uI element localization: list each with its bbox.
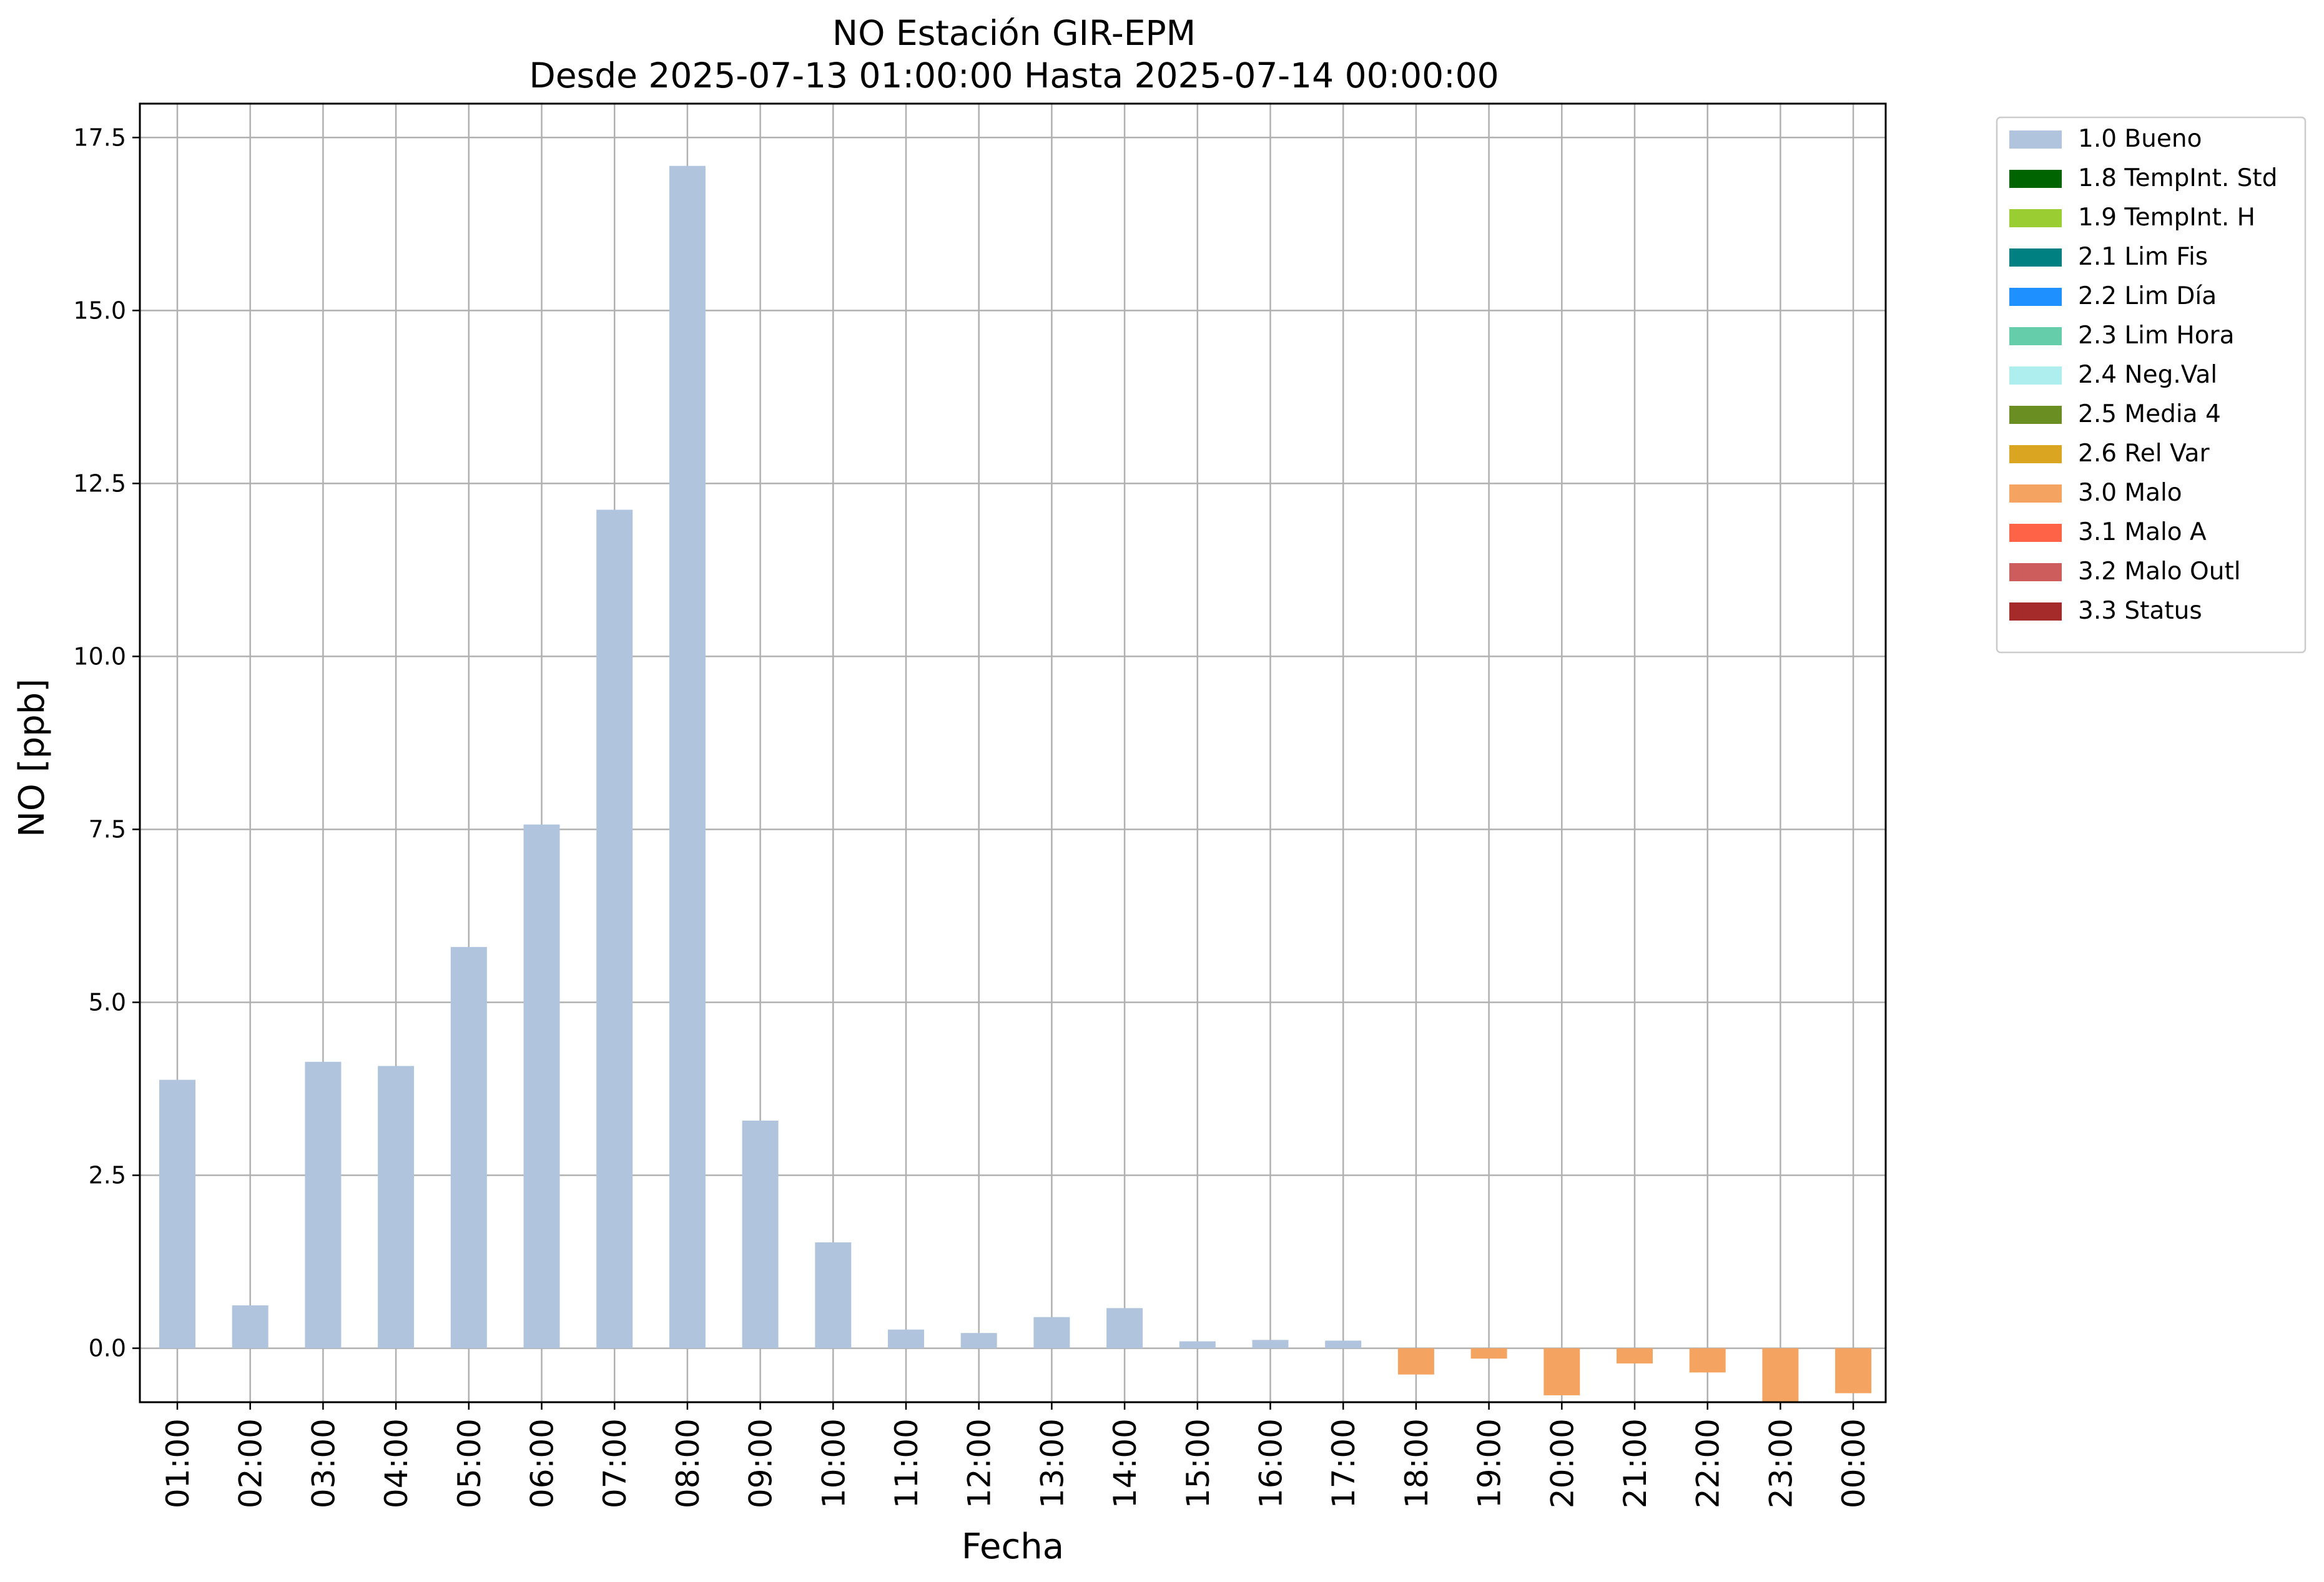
x-tick-label: 03:00 (305, 1418, 342, 1508)
x-tick-label: 07:00 (597, 1418, 633, 1508)
legend-label: 2.4 Neg.Val (2078, 361, 2217, 389)
y-axis-ticks: 0.0 2.5 5.0 7.5 10.0 12.5 15.0 17.5 (73, 124, 140, 1362)
bar-1200 (960, 1333, 997, 1349)
chart-subtitle: Desde 2025-07-13 01:00:00 Hasta 2025-07-… (529, 56, 1499, 96)
legend-box (1996, 116, 2307, 654)
x-tick-label: 22:00 (1690, 1418, 1726, 1508)
bar-0800 (669, 165, 706, 1349)
chart-title-group: NO Estación GIR-EPM Desde 2025-07-13 01:… (529, 13, 1499, 96)
legend-swatch (2009, 445, 2062, 463)
legend-label: 2.5 Media 4 (2078, 400, 2221, 428)
x-tick-label: 04:00 (378, 1418, 415, 1508)
bar-0500 (450, 946, 487, 1349)
bars (159, 165, 1872, 1402)
y-axis-label: NO [ppb] (12, 679, 52, 837)
legend-label: 1.0 Bueno (2078, 125, 2202, 153)
legend-label: 1.9 TempInt. H (2078, 204, 2255, 232)
x-tick-label: 02:00 (233, 1418, 269, 1508)
plot-frame (139, 102, 1887, 1403)
bar-0600 (523, 824, 560, 1349)
bar-0300 (305, 1061, 342, 1349)
y-tick-label: 2.5 (89, 1162, 126, 1189)
x-tick-label: 21:00 (1617, 1418, 1653, 1508)
bar-0200 (232, 1305, 268, 1349)
bar-0400 (378, 1066, 415, 1349)
legend-label: 2.3 Lim Hora (2078, 322, 2235, 350)
bar-2000 (1544, 1348, 1580, 1395)
x-tick-label: 14:00 (1107, 1418, 1143, 1508)
x-tick-label: 13:00 (1034, 1418, 1070, 1508)
legend-label: 1.8 TempInt. Std (2078, 164, 2277, 192)
legend-label: 2.2 Lim Día (2078, 282, 2217, 310)
bar-1600 (1252, 1340, 1289, 1349)
legend-swatch (2009, 366, 2062, 385)
bar-1500 (1179, 1341, 1216, 1349)
legend-swatch (2009, 602, 2062, 621)
x-tick-label: 11:00 (889, 1418, 925, 1508)
legend-label: 3.3 Status (2078, 597, 2202, 625)
x-tick-label: 01:00 (160, 1418, 196, 1508)
y-tick-label: 17.5 (73, 124, 126, 151)
bar-0700 (596, 509, 633, 1349)
y-tick-label: 10.0 (73, 642, 126, 670)
bar-2300 (1762, 1348, 1799, 1402)
x-tick-label: 12:00 (962, 1418, 998, 1508)
x-tick-label: 17:00 (1326, 1418, 1362, 1508)
legend: 1.0 Bueno 1.8 TempInt. Std 1.9 TempInt. H 2… (1996, 116, 2307, 654)
legend-label: 3.0 Malo (2078, 479, 2182, 507)
legend-swatch (2009, 327, 2062, 345)
bar-1100 (888, 1329, 924, 1349)
x-tick-label: 00:00 (1836, 1418, 1872, 1508)
y-tick-label: 5.0 (89, 988, 126, 1016)
bar-2100 (1617, 1348, 1653, 1363)
x-tick-label: 09:00 (743, 1418, 779, 1508)
x-tick-label: 15:00 (1180, 1418, 1216, 1508)
x-tick-label: 05:00 (451, 1418, 488, 1508)
bar-2200 (1689, 1348, 1726, 1373)
x-tick-label: 19:00 (1472, 1418, 1508, 1508)
legend-swatch (2009, 563, 2062, 581)
y-tick-label: 15.0 (73, 297, 126, 324)
bar-1800 (1397, 1348, 1434, 1375)
bar-0000 (1835, 1348, 1872, 1393)
legend-label: 3.1 Malo A (2078, 518, 2207, 546)
bar-0100 (159, 1079, 195, 1349)
legend-label: 2.6 Rel Var (2078, 440, 2210, 468)
x-tick-label: 20:00 (1544, 1418, 1580, 1508)
bar-0900 (742, 1120, 779, 1349)
x-axis-label: Fecha (962, 1526, 1064, 1567)
y-tick-label: 0.0 (89, 1335, 126, 1362)
legend-swatch (2009, 130, 2062, 149)
legend-swatch (2009, 288, 2062, 306)
bar-1000 (815, 1242, 852, 1349)
legend-swatch (2009, 406, 2062, 424)
y-tick-label: 12.5 (73, 469, 126, 497)
bar-1300 (1033, 1317, 1070, 1349)
legend-swatch (2009, 248, 2062, 267)
x-tick-label: 16:00 (1253, 1418, 1289, 1508)
legend-swatch (2009, 170, 2062, 188)
legend-swatch (2009, 524, 2062, 542)
bar-1900 (1470, 1348, 1507, 1359)
y-tick-label: 7.5 (89, 815, 126, 843)
x-tick-label: 08:00 (670, 1418, 706, 1508)
bar-1400 (1106, 1308, 1143, 1349)
x-tick-label: 18:00 (1399, 1418, 1435, 1508)
legend-swatch (2009, 209, 2062, 227)
x-tick-label: 10:00 (815, 1418, 852, 1508)
x-axis-ticks: 01:00 02:00 03:00 04:00 05:00 06:00 07:00 08:00… (160, 1402, 1872, 1508)
chart-title: NO Estación GIR-EPM (832, 13, 1196, 53)
bar-1700 (1325, 1340, 1362, 1349)
x-tick-label: 06:00 (524, 1418, 561, 1508)
legend-label: 2.1 Lim Fis (2078, 243, 2208, 271)
legend-swatch (2009, 484, 2062, 503)
legend-label: 3.2 Malo Outl (2078, 558, 2241, 586)
x-tick-label: 23:00 (1763, 1418, 1799, 1508)
